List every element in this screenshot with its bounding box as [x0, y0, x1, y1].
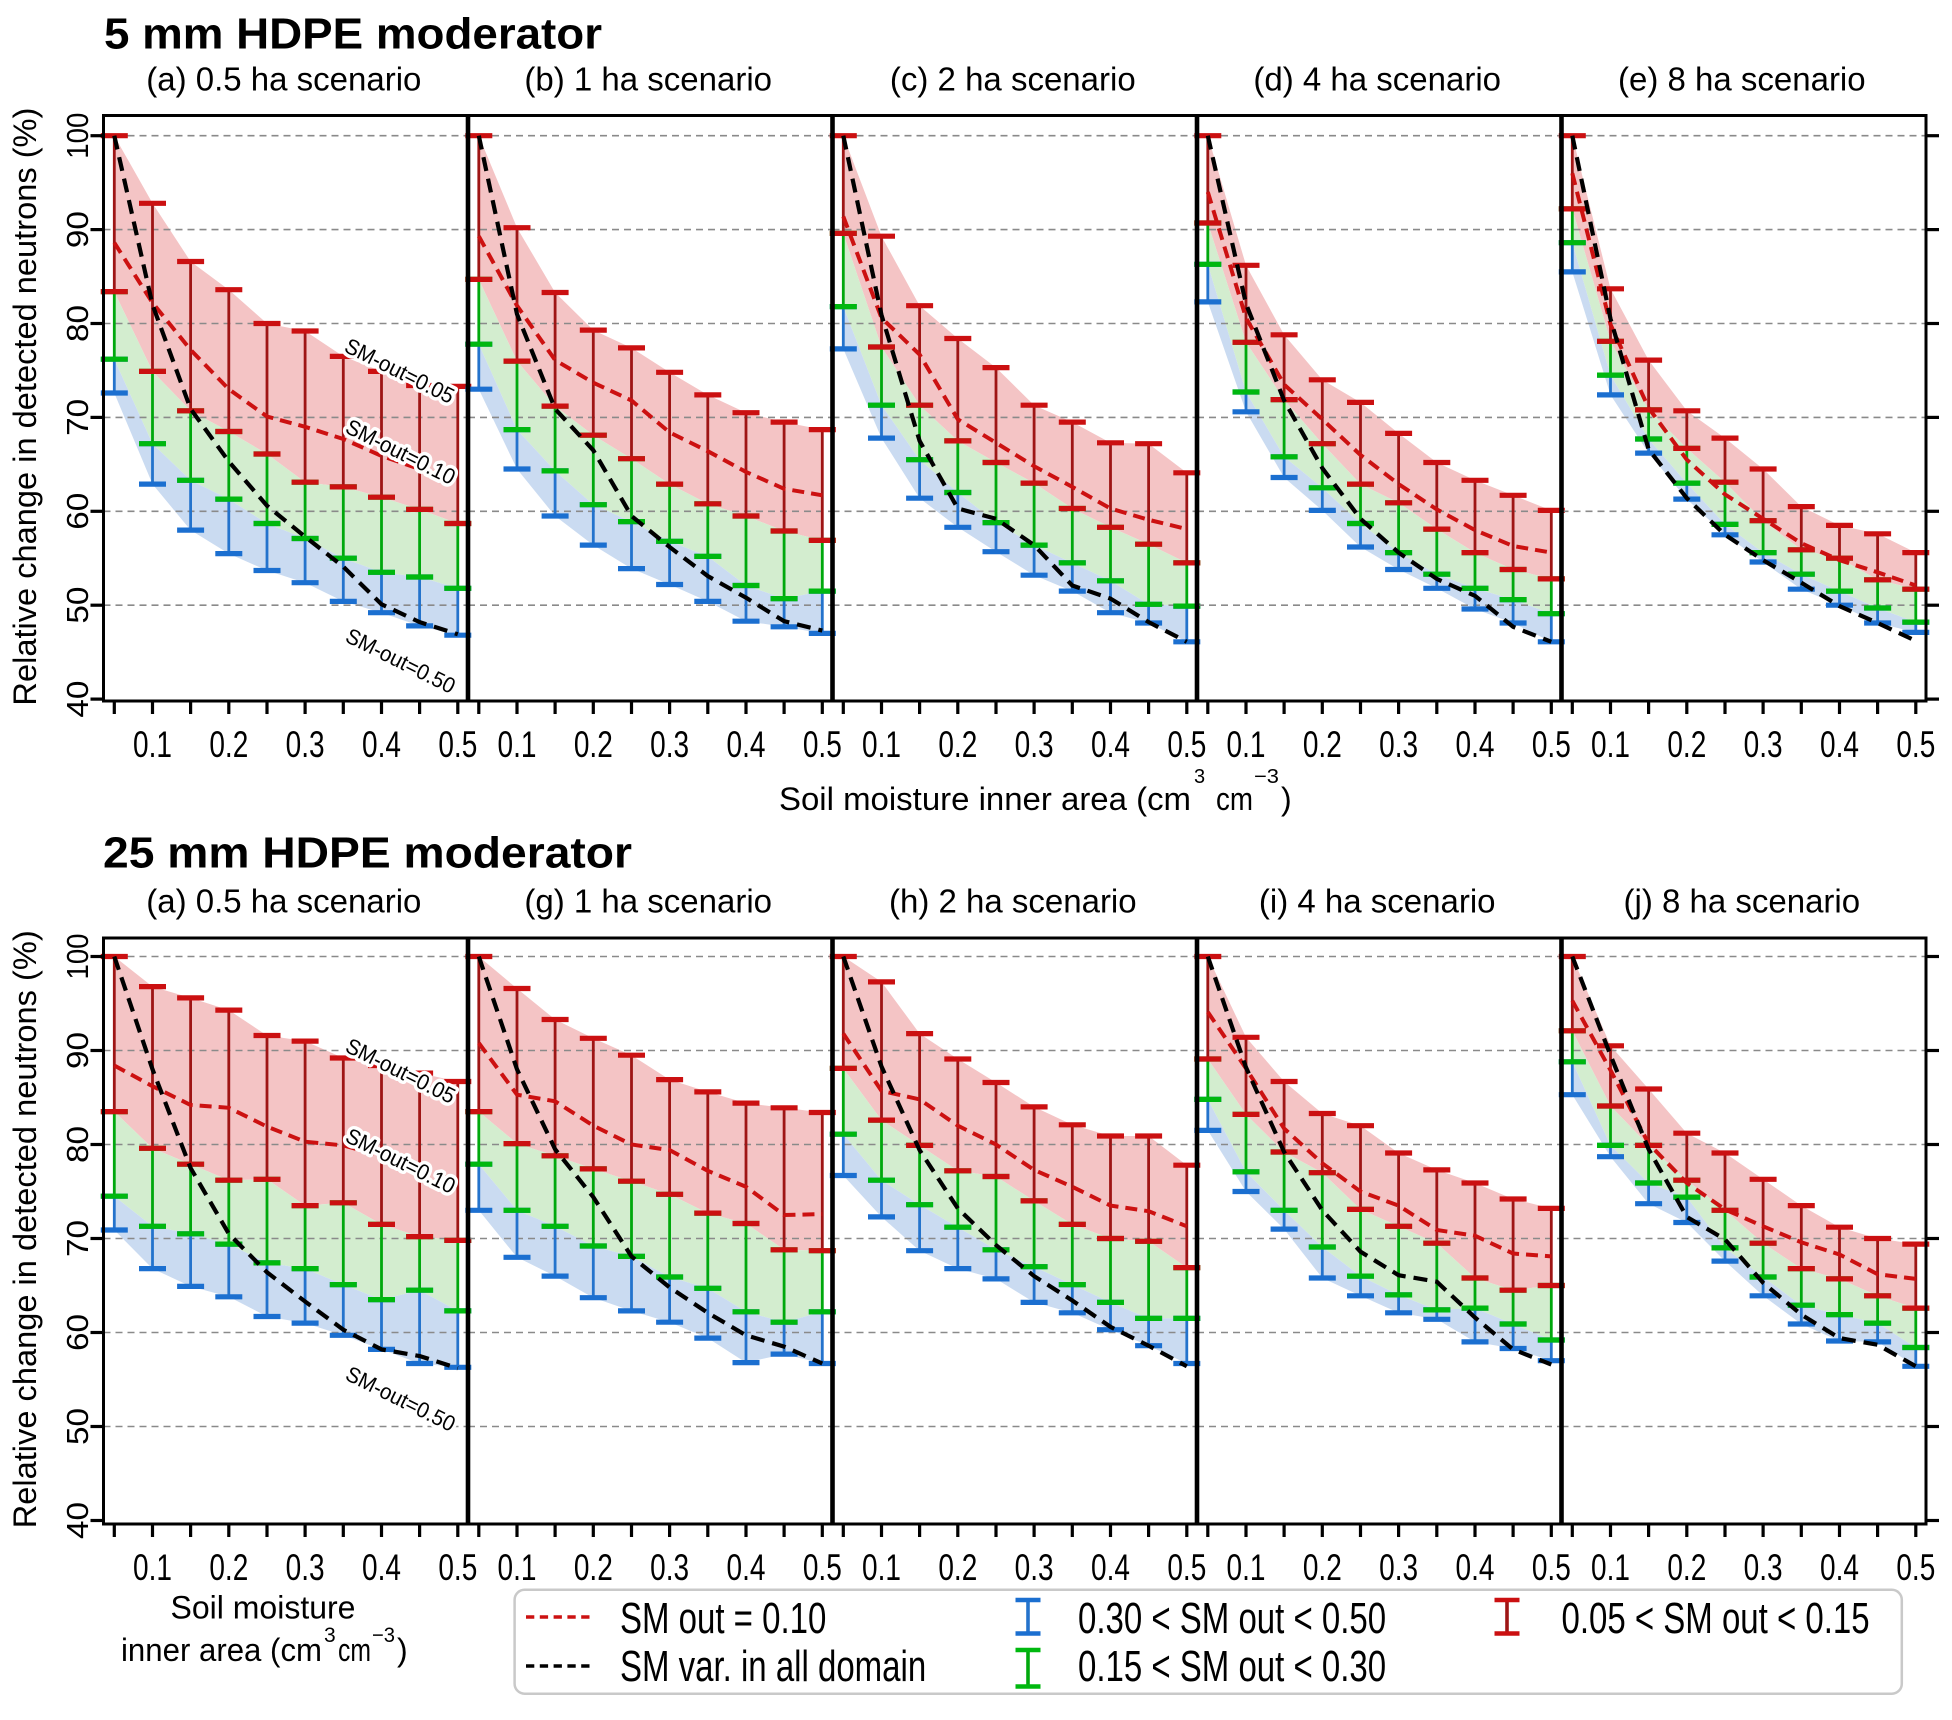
svg-text:0.4: 0.4: [727, 723, 766, 765]
svg-text:0.3: 0.3: [286, 723, 325, 765]
svg-text:0.1: 0.1: [862, 1546, 901, 1588]
svg-text:40: 40: [60, 1502, 95, 1539]
svg-text:0.4: 0.4: [727, 1546, 766, 1588]
svg-text:0.5: 0.5: [1532, 723, 1571, 765]
svg-text:100: 100: [60, 113, 95, 159]
svg-text:0.5: 0.5: [438, 723, 477, 765]
svg-text:0.2: 0.2: [1303, 1546, 1342, 1588]
svg-text:70: 70: [60, 1220, 95, 1257]
svg-text:0.2: 0.2: [209, 1546, 248, 1588]
svg-text:SM var. in all domain: SM var. in all domain: [620, 1643, 926, 1692]
svg-text:0.1: 0.1: [862, 723, 901, 765]
svg-text:0.1: 0.1: [133, 1546, 172, 1588]
svg-text:100: 100: [60, 934, 95, 980]
svg-text:0.4: 0.4: [1091, 723, 1130, 765]
svg-text:60: 60: [60, 493, 95, 530]
svg-text:−3: −3: [1254, 766, 1279, 788]
svg-text:0.2: 0.2: [574, 723, 613, 765]
svg-text:(d) 4 ha scenario: (d) 4 ha scenario: [1253, 61, 1501, 98]
svg-text:(a) 0.5 ha scenario: (a) 0.5 ha scenario: [146, 61, 421, 98]
svg-text:3: 3: [324, 1624, 336, 1647]
svg-text:90: 90: [60, 211, 95, 248]
svg-text:0.4: 0.4: [1091, 1546, 1130, 1588]
svg-text:0.4: 0.4: [1456, 1546, 1495, 1588]
svg-text:80: 80: [60, 1126, 95, 1163]
svg-text:0.30 < SM out < 0.50: 0.30 < SM out < 0.50: [1078, 1595, 1386, 1644]
svg-text:0.4: 0.4: [362, 1546, 401, 1588]
svg-text:90: 90: [60, 1032, 95, 1069]
svg-text:0.5: 0.5: [438, 1546, 477, 1588]
svg-text:0.1: 0.1: [1591, 723, 1630, 765]
svg-text:Relative change in detected ne: Relative change in detected neutrons (%): [7, 108, 43, 706]
svg-text:SM out = 0.10: SM out = 0.10: [620, 1595, 826, 1644]
svg-text:0.2: 0.2: [1303, 723, 1342, 765]
svg-text:0.4: 0.4: [1820, 1546, 1859, 1588]
svg-text:(c) 2 ha scenario: (c) 2 ha scenario: [890, 61, 1136, 98]
svg-text:Soil moisture inner area (cm: Soil moisture inner area (cm: [779, 781, 1191, 817]
svg-text:0.2: 0.2: [1667, 723, 1706, 765]
svg-text:0.5: 0.5: [1532, 1546, 1571, 1588]
svg-text:0.2: 0.2: [938, 723, 977, 765]
svg-text:0.1: 0.1: [133, 723, 172, 765]
svg-text:0.3: 0.3: [1379, 723, 1418, 765]
svg-text:0.05 < SM out < 0.15: 0.05 < SM out < 0.15: [1562, 1595, 1870, 1644]
svg-text:Soil moisture: Soil moisture: [171, 1590, 356, 1626]
svg-text:0.2: 0.2: [209, 723, 248, 765]
svg-text:0.1: 0.1: [498, 1546, 537, 1588]
svg-text:40: 40: [60, 681, 95, 718]
svg-text:0.4: 0.4: [1456, 723, 1495, 765]
svg-text:0.5: 0.5: [1167, 1546, 1206, 1588]
svg-text:3: 3: [1194, 766, 1205, 788]
svg-text:0.3: 0.3: [1379, 1546, 1418, 1588]
svg-text:): ): [397, 1632, 408, 1668]
svg-text:cm: cm: [338, 1632, 371, 1668]
svg-text:−3: −3: [372, 1624, 395, 1647]
svg-text:0.3: 0.3: [1015, 1546, 1054, 1588]
svg-text:(a) 0.5 ha scenario: (a) 0.5 ha scenario: [146, 883, 421, 920]
svg-text:(h) 2 ha scenario: (h) 2 ha scenario: [889, 883, 1137, 920]
svg-text:5 mm HDPE moderator: 5 mm HDPE moderator: [104, 10, 602, 59]
svg-text:0.5: 0.5: [1167, 723, 1206, 765]
svg-text:0.3: 0.3: [650, 1546, 689, 1588]
svg-text:0.1: 0.1: [1591, 1546, 1630, 1588]
svg-text:0.5: 0.5: [803, 1546, 842, 1588]
svg-text:inner area (cm: inner area (cm: [121, 1632, 322, 1668]
svg-text:(i) 4 ha scenario: (i) 4 ha scenario: [1259, 883, 1496, 920]
svg-text:0.3: 0.3: [650, 723, 689, 765]
svg-text:0.3: 0.3: [286, 1546, 325, 1588]
svg-text:80: 80: [60, 305, 95, 342]
svg-text:70: 70: [60, 399, 95, 436]
svg-text:(e) 8 ha scenario: (e) 8 ha scenario: [1618, 61, 1866, 98]
svg-text:60: 60: [60, 1314, 95, 1351]
svg-text:0.3: 0.3: [1744, 723, 1783, 765]
svg-text:25 mm HDPE moderator: 25 mm HDPE moderator: [103, 829, 632, 878]
svg-text:50: 50: [60, 1408, 95, 1445]
svg-text:(b) 1 ha scenario: (b) 1 ha scenario: [524, 61, 772, 98]
svg-text:0.4: 0.4: [1820, 723, 1859, 765]
svg-text:0.15 < SM out < 0.30: 0.15 < SM out < 0.30: [1078, 1643, 1386, 1692]
svg-text:0.5: 0.5: [1896, 1546, 1935, 1588]
svg-text:50: 50: [60, 587, 95, 624]
svg-text:(g) 1 ha scenario: (g) 1 ha scenario: [524, 883, 772, 920]
svg-text:0.2: 0.2: [1667, 1546, 1706, 1588]
svg-text:0.1: 0.1: [1227, 1546, 1266, 1588]
svg-text:Relative change in detected ne: Relative change in detected neutrons (%): [7, 930, 43, 1528]
svg-text:0.4: 0.4: [362, 723, 401, 765]
svg-text:0.2: 0.2: [938, 1546, 977, 1588]
svg-text:): ): [1281, 781, 1292, 817]
svg-text:0.1: 0.1: [498, 723, 537, 765]
svg-text:0.5: 0.5: [803, 723, 842, 765]
svg-text:0.5: 0.5: [1896, 723, 1935, 765]
svg-text:0.1: 0.1: [1227, 723, 1266, 765]
svg-text:cm: cm: [1216, 781, 1253, 817]
svg-text:0.2: 0.2: [574, 1546, 613, 1588]
svg-text:(j) 8 ha scenario: (j) 8 ha scenario: [1623, 883, 1860, 920]
svg-text:0.3: 0.3: [1744, 1546, 1783, 1588]
svg-text:0.3: 0.3: [1015, 723, 1054, 765]
